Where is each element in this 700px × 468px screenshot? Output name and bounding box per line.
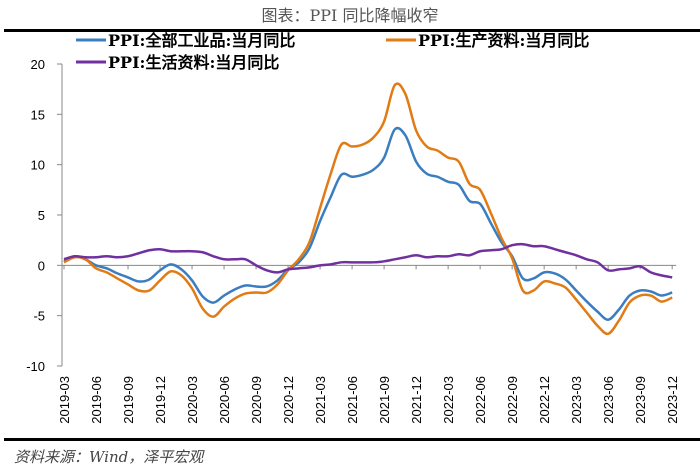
x-tick-label: 2022-06 [473,376,488,424]
bottom-divider [4,438,700,441]
x-tick-label: 2019-12 [153,376,168,424]
x-tick-label: 2022-09 [505,376,520,424]
y-tick-label: 5 [38,208,45,223]
y-tick-label: -10 [26,359,45,374]
source-note: 资料来源：Wind，泽平宏观 [14,448,204,466]
x-tick-label: 2023-09 [633,376,648,424]
y-tick-label: 10 [31,158,45,173]
y-tick-label: 20 [31,57,45,72]
x-tick-label: 2021-09 [377,376,392,424]
legend-label: PPI:生活资料:当月同比 [108,53,279,72]
x-tick-label: 2019-03 [57,376,72,424]
x-tick-label: 2023-06 [601,376,616,424]
x-tick-label: 2022-03 [441,376,456,424]
series-line-1 [63,126,673,321]
legend-label: PPI:全部工业品:当月同比 [108,31,295,50]
x-tick-label: 2020-03 [185,376,200,424]
top-divider [4,29,700,32]
chart-title: 图表：PPI 同比降幅收窄 [261,6,439,25]
x-tick-label: 2023-12 [665,376,680,424]
y-tick-label: -5 [33,309,45,324]
x-tick-label: 2021-03 [313,376,328,424]
x-tick-label: 2023-03 [569,376,584,424]
y-tick-label: 0 [38,258,45,273]
x-tick-label: 2021-12 [409,376,424,424]
x-tick-label: 2019-06 [89,376,104,424]
x-tick-label: 2022-12 [537,376,552,424]
x-tick-label: 2020-12 [281,376,296,424]
series-line-2 [63,82,673,336]
y-tick-label: 15 [31,107,45,122]
legend-label: PPI:生产资料:当月同比 [418,31,589,50]
x-tick-label: 2020-09 [249,376,264,424]
x-tick-label: 2020-06 [217,376,232,424]
series-line-3 [63,242,673,279]
x-tick-label: 2019-09 [121,376,136,424]
x-tick-label: 2021-06 [345,376,360,424]
